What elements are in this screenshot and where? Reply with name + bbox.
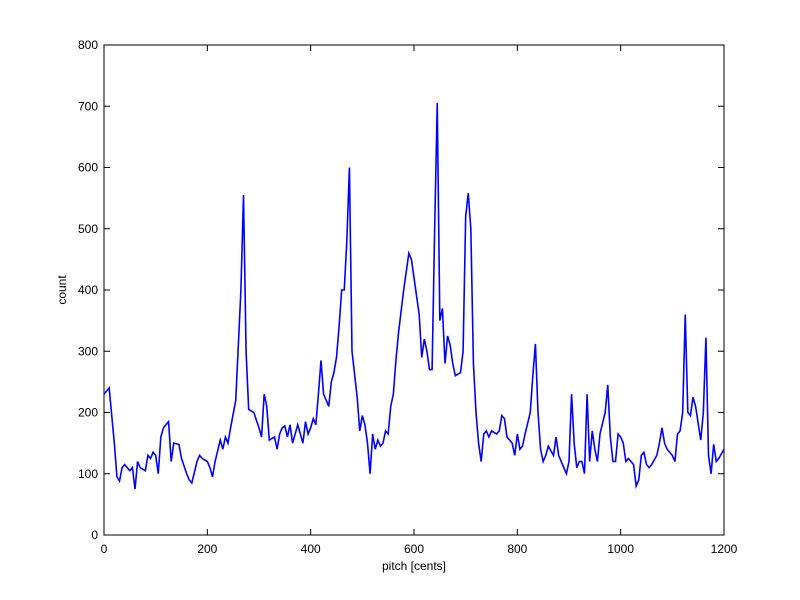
x-tick-label: 1000: [607, 542, 634, 556]
plot-area: [103, 44, 725, 536]
y-tick-label: 500: [78, 222, 98, 236]
y-tick-label: 200: [78, 406, 98, 420]
y-tick-label: 600: [78, 161, 98, 175]
x-tick-label: 0: [101, 542, 108, 556]
y-tick-label: 700: [78, 99, 98, 113]
y-tick-label: 400: [78, 283, 98, 297]
y-tick-label: 800: [78, 38, 98, 52]
x-tick-label: 1200: [711, 542, 738, 556]
x-tick-label: 600: [404, 542, 424, 556]
data-line: [103, 103, 725, 490]
y-axis-label: count: [55, 275, 69, 305]
x-tick-label: 200: [197, 542, 217, 556]
x-axis-label: pitch [cents]: [382, 559, 446, 573]
y-tick-label: 100: [78, 467, 98, 481]
y-tick-label: 300: [78, 344, 98, 358]
x-tick-label: 800: [507, 542, 527, 556]
y-tick-label: 0: [91, 528, 98, 542]
x-tick-label: 400: [301, 542, 321, 556]
